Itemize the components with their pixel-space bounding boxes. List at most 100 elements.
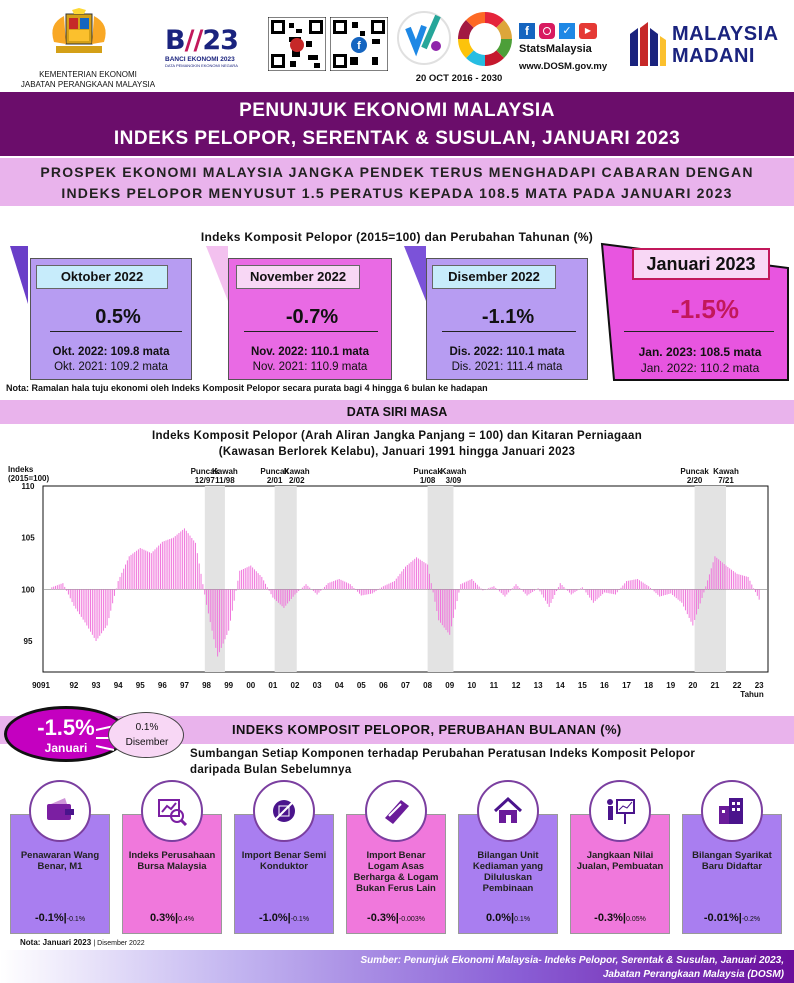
x-tick-label: 01: [268, 681, 277, 690]
website-link[interactable]: www.DOSM.gov.my: [519, 61, 608, 72]
department-name: JABATAN PERANGKAAN MALAYSIA: [20, 80, 156, 89]
x-tick-label: 15: [578, 681, 587, 690]
x-tick-label: 08: [423, 681, 432, 690]
card-oktober-current: Okt. 2022: 109.8 mata: [52, 346, 170, 358]
x-tick-label: 19: [666, 681, 675, 690]
card-oktober-previous: Okt. 2021: 109.2 mata: [54, 361, 168, 373]
x-tick-label: 07: [401, 681, 410, 690]
recession-shade: [204, 486, 225, 672]
buildings-icon: [701, 780, 763, 842]
x-tick-label: 00: [246, 681, 255, 690]
component-value: -0.3%|0.05%: [594, 912, 646, 924]
y-tick-label: 95: [24, 637, 33, 646]
annotation-label: Kawah: [284, 467, 310, 476]
component-label: Penawaran Wang Benar, M1: [20, 850, 100, 872]
twitter-icon[interactable]: ✓: [559, 23, 575, 39]
x-tick-label: 17: [622, 681, 631, 690]
report-title-line2: INDEKS PELOPOR, SERENTAK & SUSULAN, JANU…: [113, 128, 681, 149]
headline-band: PROSPEK EKONOMI MALAYSIA JANGKA PENDEK T…: [0, 158, 794, 206]
stock-analysis-icon: [141, 780, 203, 842]
social-icons: f ✓ ▶: [519, 23, 597, 39]
title-band: PENUNJUK EKONOMI MALAYSIA INDEKS PELOPOR…: [0, 92, 794, 156]
annotation-date: 1/08: [420, 476, 436, 485]
footer-source-line1: Sumber: Penunjuk Ekonomi Malaysia- Indek…: [360, 955, 784, 966]
recession-shade: [427, 486, 454, 672]
svg-text:f: f: [357, 40, 361, 52]
x-tick-label: 94: [114, 681, 123, 690]
annotation-date: 2/01: [267, 476, 283, 485]
y-tick-label: 110: [22, 482, 35, 491]
annotation-label: Kawah: [441, 467, 467, 476]
facebook-icon[interactable]: f: [519, 23, 535, 39]
component-label: Bilangan Unit Kediaman yang Diluluskan P…: [472, 850, 544, 894]
youtube-icon[interactable]: ▶: [579, 23, 597, 39]
madani-line1: MALAYSIA: [672, 23, 779, 45]
census-logo: B//23 BANCI EKONOMI 2023 DATA PEMANGKIN …: [165, 25, 239, 69]
annotation-date: 2/02: [289, 476, 305, 485]
x-tick-label: 05: [357, 681, 366, 690]
date-line: 20 OCT 2016 - 2030: [415, 73, 503, 84]
footer-band: Sumber: Penunjuk Ekonomi Malaysia- Indek…: [0, 950, 794, 983]
coat-of-arms-logo: [52, 8, 106, 53]
card-january-pct: -1.5%: [671, 294, 739, 324]
footer-source-line2: Jabatan Perangkaan Malaysia (DOSM): [602, 969, 784, 980]
report-title-line1: PENUNJUK EKONOMI MALAYSIA: [239, 100, 555, 121]
x-tick-label: 10: [467, 681, 476, 690]
leading-index-chart: Puncak12/97Kawah11/98Puncak2/01Kawah2/02…: [21, 467, 769, 699]
qr-code-facebook-icon[interactable]: f: [330, 17, 388, 71]
house-icon: [477, 780, 539, 842]
component-value: -0.01%|-0.2%: [703, 912, 761, 924]
monthly-desc2: daripada Bulan Sebelumnya: [190, 764, 352, 776]
qr-code-icon[interactable]: [268, 17, 326, 71]
x-tick-label: 22: [733, 681, 742, 690]
monthly-prev-badge: 0.1% Disember: [108, 712, 184, 758]
monthly-prev-month: Disember: [125, 737, 169, 748]
x-tick-label: 09: [445, 681, 454, 690]
card-disember-pct: -1.1%: [481, 306, 535, 328]
sdg-wheel-logo: [458, 12, 512, 66]
x-tick-label: 06: [379, 681, 388, 690]
timeseries-band: DATA SIRI MASA: [0, 400, 794, 424]
statistics-day-logo: [397, 11, 451, 65]
annotation-date: 12/97: [195, 476, 216, 485]
annotation-date: 11/98: [215, 476, 235, 485]
monthly-prev-pct: 0.1%: [135, 722, 159, 733]
x-tick-label: 9091: [32, 681, 50, 690]
monthly-big-pct: -1.5%: [37, 715, 95, 740]
card-november-previous: Nov. 2021: 110.9 mata: [252, 361, 368, 373]
card-corner-2: [206, 246, 228, 301]
annotation-label: Puncak: [260, 467, 289, 476]
annotation-date: 7/21: [718, 476, 734, 485]
card-divider: [442, 331, 576, 332]
card-january-label: Januari 2023: [632, 248, 770, 280]
instagram-icon[interactable]: [539, 23, 555, 39]
card-oktober-pct: 0.5%: [95, 306, 141, 328]
headline-line2: INDEKS PELOPOR MENYUSUT 1.5 PERATUS KEPA…: [61, 185, 733, 201]
x-tick-label: 96: [158, 681, 167, 690]
component-value: 0.3%|0.4%: [149, 912, 195, 924]
timeseries-title2: (Kawasan Berlorek Kelabu), Januari 1991 …: [218, 446, 576, 458]
header: KEMENTERIAN EKONOMI JABATAN PERANGKAAN M…: [0, 0, 794, 92]
card-oktober-label: Oktober 2022: [36, 265, 168, 289]
x-tick-label: 03: [313, 681, 322, 690]
x-tick-label: 04: [335, 681, 344, 690]
x-tick-label: 20: [688, 681, 697, 690]
recession-shade: [694, 486, 727, 672]
monthly-big-month: Januari: [44, 741, 88, 755]
component-label: Bilangan Syarikat Baru Didaftar: [692, 850, 772, 872]
component-value: 0.0%|0.1%: [485, 912, 531, 924]
x-tick-label: 12: [512, 681, 521, 690]
x-tick-label: 23: [755, 681, 764, 690]
social-handle[interactable]: StatsMalaysia: [519, 43, 592, 55]
monthly-note: Nota: Januari 2023 | Disember 2022: [20, 938, 145, 947]
x-tick-label: 18: [644, 681, 653, 690]
madani-emblem-logo: [630, 22, 666, 66]
x-tick-label: 14: [556, 681, 565, 690]
component-label: Import Benar Logam Asas Berharga & Logam…: [353, 850, 439, 894]
card-divider: [244, 331, 378, 332]
monthly-big-badge: -1.5% Januari: [4, 706, 128, 762]
x-tick-label: 21: [710, 681, 719, 690]
card-divider: [50, 331, 182, 332]
y-tick-label: 100: [21, 585, 35, 594]
card-january-previous: Jan. 2022: 110.2 mata: [640, 361, 760, 375]
